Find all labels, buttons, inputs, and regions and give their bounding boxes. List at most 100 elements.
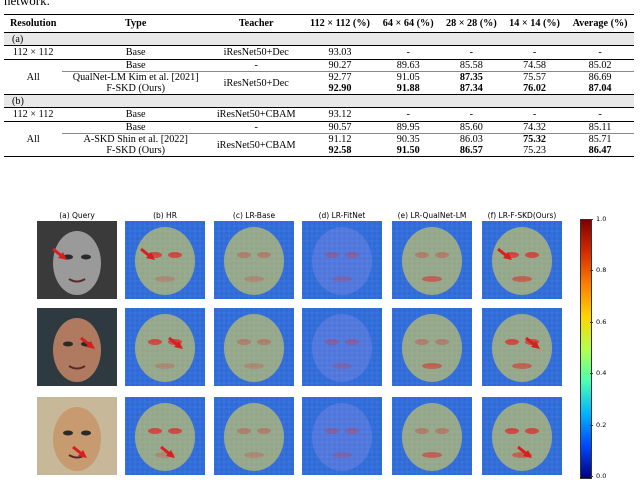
- lr-fitnet-heatmap: [302, 397, 382, 475]
- lr-fskd-heatmap: [482, 397, 562, 475]
- table-cell: 85.58: [439, 59, 503, 72]
- table-cell: 87.04: [566, 83, 634, 95]
- colorbar-tickmark: [590, 373, 593, 374]
- table-cell: Base: [62, 45, 210, 60]
- hr-heatmap: [125, 397, 205, 475]
- column-title-lr-base: (c) LR-Base: [232, 211, 276, 220]
- group-row-a: (a): [4, 32, 634, 46]
- table-cell: 86.03: [459, 134, 483, 145]
- table-cell: 90.27: [303, 59, 377, 72]
- column-title-lr-fitnet: (d) LR-FitNet: [318, 211, 366, 220]
- table-row: 112 × 112 Base iResNet50+Dec 93.03 - - -…: [4, 45, 634, 60]
- table-cell-res: All: [4, 121, 63, 157]
- table-cell: -: [376, 45, 440, 60]
- query-image: [37, 308, 117, 386]
- table-row: All Base - 90.57 89.95 85.60 74.32 85.11: [4, 121, 634, 157]
- colorbar-tick: 0.4: [596, 369, 607, 377]
- table-cell-res: All: [4, 59, 63, 95]
- table-cell: F-SKD (Ours): [62, 83, 210, 95]
- table-cell: 75.32: [523, 134, 546, 145]
- table-cell: 89.95: [376, 121, 440, 134]
- colorbar-tickmark: [590, 476, 593, 477]
- table-cell: 74.32: [502, 121, 567, 134]
- column-title-lr-fskd: (f) LR-F-SKD(Ours): [487, 211, 557, 220]
- table-row: F-SKD (Ours) 92.90 91.88 87.34 76.02 87.…: [4, 83, 634, 95]
- attention-map-figure: (a) Query (b) HR (c) LR-Base (d) LR-FitN…: [0, 207, 640, 484]
- table-cell: 76.02: [502, 83, 567, 95]
- table-cell: 75.57: [523, 72, 546, 83]
- table-cell: Base: [62, 121, 210, 134]
- table-cell: 92.90: [303, 83, 377, 95]
- table-row: F-SKD (Ours) 92.58 91.50 86.57 75.23 86.…: [4, 145, 634, 157]
- column-title-query: (a) Query: [59, 211, 95, 220]
- colorbar-tickmark: [590, 322, 593, 323]
- header-resolution: Resolution: [4, 14, 63, 33]
- table-cell: 92.58: [303, 145, 377, 157]
- colorbar-tick: 1.0: [596, 215, 607, 223]
- table-cell: 86.57: [439, 145, 503, 157]
- table-cell: -: [439, 107, 503, 122]
- lr-base-heatmap: [214, 308, 294, 386]
- table-cell-teacher: iResNet50+Dec: [209, 71, 304, 95]
- header-type: Type: [62, 14, 210, 33]
- colorbar: [580, 219, 592, 479]
- table-cell: 85.02: [566, 59, 634, 72]
- colorbar-tickmark: [590, 425, 593, 426]
- table-cell: QualNet-LM Kim et al. [2021]: [72, 72, 199, 83]
- table-cell: F-SKD (Ours): [62, 145, 210, 157]
- group-label-b: (b): [4, 94, 634, 108]
- lr-qualnet-heatmap: [392, 397, 472, 475]
- column-title-hr: (b) HR: [153, 211, 177, 220]
- table-cell: -: [566, 45, 634, 60]
- table-cell: -: [439, 45, 503, 60]
- lr-fskd-heatmap: [482, 308, 562, 386]
- table-row: QualNet-LM Kim et al. [2021] iResNet50+D…: [4, 71, 634, 95]
- table-cell: 91.50: [376, 145, 440, 157]
- group-label-a: (a): [4, 32, 634, 46]
- intro-text: network.: [4, 0, 50, 8]
- colorbar-tickmark: [590, 270, 593, 271]
- table-cell: 91.12: [328, 134, 352, 145]
- table-cell: 91.88: [376, 83, 440, 95]
- lr-base-heatmap: [214, 221, 294, 299]
- table-cell: 85.71: [588, 134, 612, 145]
- hr-heatmap: [125, 221, 205, 299]
- query-image: [37, 397, 117, 475]
- table-cell: -: [502, 107, 567, 122]
- table-cell: iResNet50+Dec: [209, 45, 304, 60]
- table-cell: 112 × 112: [4, 107, 63, 122]
- table-cell: 86.69: [588, 72, 612, 83]
- table-cell: 86.47: [566, 145, 634, 157]
- colorbar-tickmark: [590, 219, 593, 220]
- table-row: A-SKD Shin et al. [2022] iResNet50+CBAM …: [4, 133, 634, 157]
- lr-qualnet-heatmap: [392, 308, 472, 386]
- lr-fitnet-heatmap: [302, 221, 382, 299]
- table-cell: -: [209, 121, 304, 134]
- lr-qualnet-heatmap: [392, 221, 472, 299]
- lr-base-heatmap: [214, 397, 294, 475]
- table-header: Resolution Type Teacher 112 × 112 (%) 64…: [4, 14, 634, 33]
- table-cell: A-SKD Shin et al. [2022]: [83, 134, 188, 145]
- colorbar-tick: 0.6: [596, 318, 607, 326]
- table-cell: -: [376, 107, 440, 122]
- table-cell: 89.63: [376, 59, 440, 72]
- table-cell: 91.05: [396, 72, 420, 83]
- colorbar-tick: 0.0: [596, 472, 607, 480]
- table-cell: Base: [62, 107, 210, 122]
- table-cell: -: [502, 45, 567, 60]
- header-112: 112 × 112 (%): [303, 14, 377, 33]
- table-cell: -: [209, 59, 304, 72]
- table-cell: 85.60: [439, 121, 503, 134]
- column-title-lr-qualnet: (e) LR-QualNet-LM: [397, 211, 467, 220]
- table-row: 112 × 112 Base iResNet50+CBAM 93.12 - - …: [4, 107, 634, 122]
- table-cell: -: [566, 107, 634, 122]
- table-cell: 90.57: [303, 121, 377, 134]
- table-cell: 92.77: [328, 72, 352, 83]
- group-row-b: (b): [4, 94, 634, 108]
- colorbar-tick: 0.8: [596, 266, 607, 274]
- table-cell-teacher: iResNet50+CBAM: [209, 133, 304, 157]
- results-table: Resolution Type Teacher 112 × 112 (%) 64…: [4, 14, 634, 157]
- table-cell: 85.11: [566, 121, 634, 134]
- colorbar-tick: 0.2: [596, 421, 607, 429]
- header-28: 28 × 28 (%): [439, 14, 503, 33]
